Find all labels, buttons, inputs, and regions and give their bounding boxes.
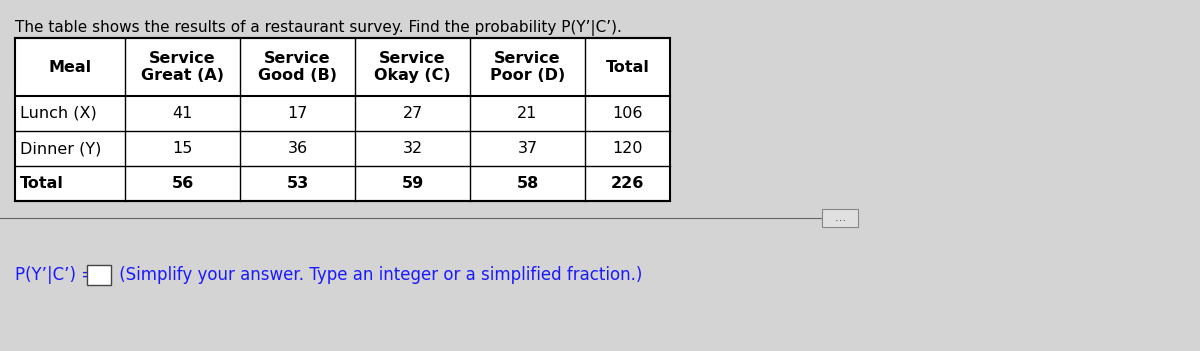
Text: 27: 27 [402, 106, 422, 121]
Text: 36: 36 [288, 141, 307, 156]
Text: 120: 120 [612, 141, 643, 156]
Text: 17: 17 [287, 106, 307, 121]
Text: 32: 32 [402, 141, 422, 156]
Text: Service
Great (A): Service Great (A) [142, 51, 224, 83]
Text: Total: Total [20, 176, 64, 191]
Text: Service
Good (B): Service Good (B) [258, 51, 337, 83]
Bar [14, 38, 670, 201]
Text: (Simplify your answer. Type an integer or a simplified fraction.): (Simplify your answer. Type an integer o… [114, 266, 643, 284]
Bar [86, 265, 110, 285]
Text: 106: 106 [612, 106, 643, 121]
Text: Service
Poor (D): Service Poor (D) [490, 51, 565, 83]
Text: Dinner (Y): Dinner (Y) [20, 141, 101, 156]
Text: 53: 53 [287, 176, 308, 191]
Text: Meal: Meal [48, 60, 91, 74]
Text: 59: 59 [401, 176, 424, 191]
Text: 41: 41 [173, 106, 193, 121]
Text: Total: Total [606, 60, 649, 74]
Text: 226: 226 [611, 176, 644, 191]
Text: P(Y’|C’) =: P(Y’|C’) = [14, 266, 101, 284]
Text: 56: 56 [172, 176, 193, 191]
Text: 15: 15 [173, 141, 193, 156]
Text: Service
Okay (C): Service Okay (C) [374, 51, 451, 83]
Text: 37: 37 [517, 141, 538, 156]
Text: 21: 21 [517, 106, 538, 121]
Text: …: … [834, 213, 846, 223]
Text: Lunch (X): Lunch (X) [20, 106, 97, 121]
Text: The table shows the results of a restaurant survey. Find the probability P(Y’|C’: The table shows the results of a restaur… [14, 20, 622, 36]
Text: 58: 58 [516, 176, 539, 191]
Bar [822, 209, 858, 227]
